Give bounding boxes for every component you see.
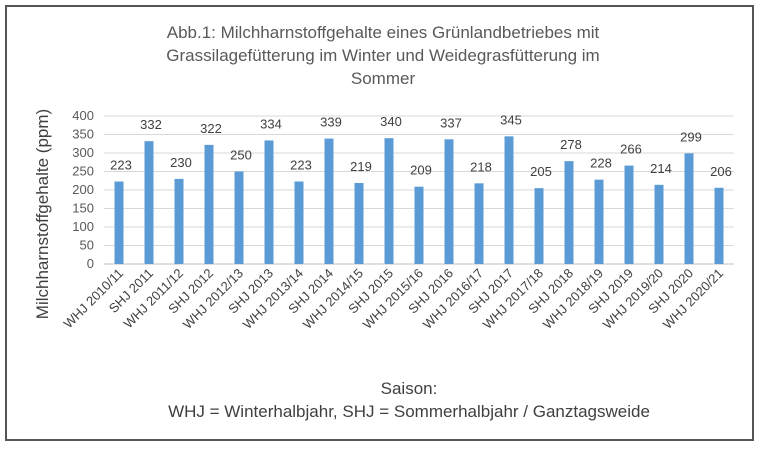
bars — [114, 136, 724, 264]
data-label-5: 334 — [260, 116, 282, 131]
bar-17 — [624, 165, 634, 264]
y-tick-label-200: 200 — [72, 182, 94, 197]
x-axis-title-line-2: WHJ = Winterhalbjahr, SHJ = Sommerhalbja… — [168, 402, 650, 421]
data-label-6: 223 — [290, 157, 312, 172]
y-axis-ticks: 0 50 100 150 200 250 300 350 400 — [72, 108, 94, 271]
chart-title-line-1: Abb.1: Milchharnstoffgehalte eines Grünl… — [167, 23, 600, 42]
bar-1 — [144, 141, 154, 264]
bar-20 — [714, 187, 724, 264]
bar-8 — [354, 182, 364, 264]
bar-14 — [534, 188, 544, 264]
bar-16 — [594, 179, 604, 264]
data-label-10: 209 — [410, 163, 432, 178]
chart-title-line-3: Sommer — [351, 69, 416, 88]
y-tick-label-100: 100 — [72, 219, 94, 234]
data-label-18: 214 — [650, 161, 672, 176]
bar-15 — [564, 161, 574, 264]
data-label-15: 278 — [560, 137, 582, 152]
data-labels: 223 332 230 322 250 334 223 339 219 340 209 337 218 3… — [110, 112, 732, 179]
data-label-9: 340 — [380, 114, 402, 129]
bar-4 — [234, 171, 244, 264]
bar-7 — [324, 138, 334, 264]
bar-13 — [504, 136, 514, 264]
data-label-14: 205 — [530, 164, 552, 179]
data-label-17: 266 — [620, 142, 642, 157]
bar-9 — [384, 138, 394, 264]
y-tick-label-250: 250 — [72, 164, 94, 179]
bar-10 — [414, 186, 424, 264]
bar-0 — [114, 181, 124, 264]
y-tick-label-50: 50 — [80, 238, 94, 253]
bar-11 — [444, 139, 454, 264]
bar-2 — [174, 178, 184, 264]
data-label-16: 228 — [590, 156, 612, 171]
bar-3 — [204, 144, 214, 264]
x-axis-title-line-1: Saison: — [381, 379, 438, 398]
data-label-19: 299 — [680, 129, 702, 144]
bar-19 — [684, 153, 694, 264]
y-tick-label-350: 350 — [72, 127, 94, 142]
bar-18 — [654, 184, 664, 264]
chart-title: Abb.1: Milchharnstoffgehalte eines Grünl… — [166, 23, 599, 88]
y-tick-label-400: 400 — [72, 108, 94, 123]
data-label-11: 337 — [440, 115, 462, 130]
data-label-20: 206 — [710, 164, 732, 179]
bar-12 — [474, 183, 484, 264]
data-label-7: 339 — [320, 115, 342, 130]
data-label-4: 250 — [230, 148, 252, 163]
bar-6 — [294, 181, 304, 264]
data-label-3: 322 — [200, 121, 222, 136]
data-label-12: 218 — [470, 159, 492, 174]
y-axis-title: Milchharnstoffgehalte (ppm) — [33, 109, 52, 319]
data-label-2: 230 — [170, 155, 192, 170]
data-label-13: 345 — [500, 112, 522, 127]
data-label-0: 223 — [110, 157, 132, 172]
y-tick-label-0: 0 — [87, 256, 94, 271]
data-label-1: 332 — [140, 117, 162, 132]
data-label-8: 219 — [350, 159, 372, 174]
y-tick-label-150: 150 — [72, 201, 94, 216]
bar-5 — [264, 140, 274, 264]
x-axis-title: Saison: WHJ = Winterhalbjahr, SHJ = Somm… — [168, 379, 650, 421]
y-tick-label-300: 300 — [72, 145, 94, 160]
chart-title-line-2: Grassilagefütterung im Winter und Weideg… — [166, 46, 599, 65]
